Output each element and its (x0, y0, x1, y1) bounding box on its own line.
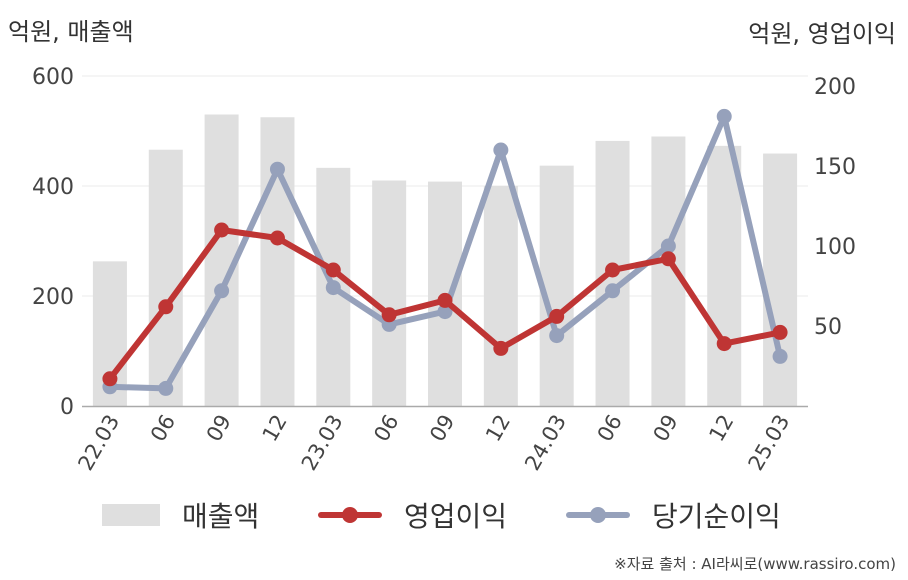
x-tick-label: 22.03 (73, 411, 124, 475)
bar-revenue (372, 180, 407, 406)
x-tick-label: 09 (202, 411, 236, 446)
x-axis: 22.03 06 09 12 23.03 06 09 12 24.03 06 09 12 25.03 (73, 405, 808, 475)
x-tick-label: 12 (258, 411, 292, 446)
source-note: ※자료 출처 : AI라씨로(www.rassiro.com) (614, 555, 896, 573)
right-axis-unit-label: 억원, 영업이익 (748, 20, 896, 48)
bar-revenue (763, 153, 798, 406)
point-operating-profit (716, 336, 732, 352)
line-series (102, 108, 788, 396)
y-left-tick-label: 0 (60, 395, 74, 420)
point-net-income (605, 283, 621, 299)
point-operating-profit (381, 307, 397, 323)
left-y-axis: 0 200 400 600 (32, 65, 74, 420)
point-net-income (325, 280, 341, 296)
point-operating-profit (493, 340, 509, 356)
bar-revenue (707, 145, 742, 406)
x-tick-label: 06 (146, 411, 180, 446)
x-tick-label: 25.03 (744, 411, 795, 475)
bar-revenue (651, 136, 686, 406)
y-right-tick-label: 150 (814, 155, 856, 180)
point-net-income (269, 161, 285, 177)
legend-swatch-line-blue (566, 504, 630, 526)
point-net-income (660, 238, 676, 254)
legend-swatch-bar (102, 504, 160, 526)
point-operating-profit (549, 308, 565, 324)
point-operating-profit (437, 292, 453, 308)
point-operating-profit (772, 324, 788, 340)
point-net-income (493, 142, 509, 158)
legend-item-revenue: 매출액 (102, 490, 259, 540)
x-tick-label: 12 (704, 411, 738, 446)
legend: 매출액 영업이익 당기순이익 (0, 490, 908, 540)
x-tick-label: 23.03 (297, 411, 348, 475)
legend-item-operating-profit: 영업이익 (318, 490, 507, 540)
point-operating-profit (325, 262, 341, 278)
point-net-income (437, 304, 453, 320)
right-y-axis: 50 100 150 200 (814, 75, 856, 340)
point-operating-profit (660, 251, 676, 267)
y-left-tick-label: 400 (32, 175, 74, 200)
y-right-tick-label: 50 (814, 315, 842, 340)
y-right-tick-label: 200 (814, 75, 856, 100)
left-axis-unit-label: 억원, 매출액 (8, 18, 134, 46)
point-net-income (716, 108, 732, 124)
bar-revenue (539, 165, 574, 406)
point-operating-profit (158, 299, 174, 315)
x-tick-label: 06 (593, 411, 627, 446)
point-net-income (549, 328, 565, 344)
legend-label-net-income: 당기순이익 (652, 500, 781, 533)
legend-item-net-income: 당기순이익 (566, 490, 781, 540)
y-left-tick-label: 200 (32, 285, 74, 310)
x-tick-label: 09 (649, 411, 683, 446)
x-tick-label: 12 (481, 411, 515, 446)
bar-series-revenue (92, 114, 798, 406)
point-operating-profit (214, 222, 230, 238)
bar-revenue (483, 186, 518, 406)
point-net-income (158, 380, 174, 396)
y-right-tick-label: 100 (814, 235, 856, 260)
legend-label-revenue: 매출액 (182, 500, 260, 533)
bar-revenue (260, 117, 295, 406)
point-operating-profit (102, 371, 118, 387)
x-tick-label: 09 (425, 411, 459, 446)
point-operating-profit (605, 262, 621, 278)
x-tick-label: 24.03 (520, 411, 571, 475)
x-tick-label: 06 (369, 411, 403, 446)
point-operating-profit (269, 230, 285, 246)
point-net-income (772, 348, 788, 364)
point-net-income (214, 283, 230, 299)
legend-swatch-line-red (318, 504, 382, 526)
y-left-tick-label: 600 (32, 65, 74, 90)
legend-label-operating-profit: 영업이익 (404, 500, 508, 533)
